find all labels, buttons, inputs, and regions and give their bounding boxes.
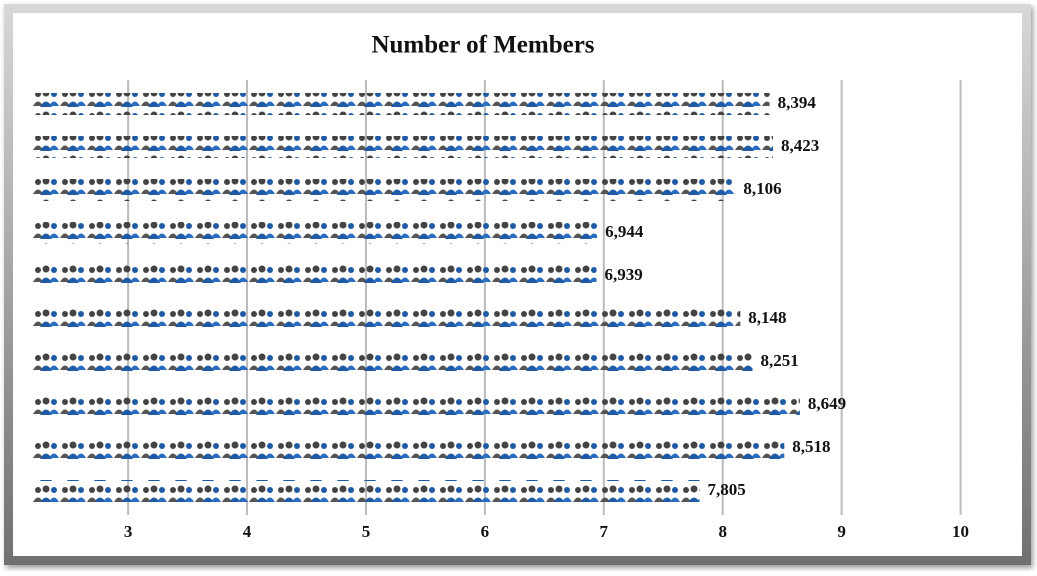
value-label: 8,649 <box>808 394 846 413</box>
value-label: 6,939 <box>605 265 643 284</box>
value-label: 6,944 <box>605 222 644 241</box>
value-label: 8,148 <box>748 308 786 327</box>
x-tick-label: 9 <box>837 522 846 541</box>
bar <box>33 394 800 416</box>
bar <box>33 437 785 459</box>
x-tick-label: 4 <box>243 522 252 541</box>
bar <box>33 265 597 287</box>
x-tick-label: 5 <box>362 522 371 541</box>
bar <box>33 308 741 330</box>
bar <box>33 222 598 244</box>
value-label: 8,251 <box>761 351 799 370</box>
bar <box>33 179 736 201</box>
chart-title: Number of Members <box>371 32 594 59</box>
bar <box>33 351 753 373</box>
value-label: 7,805 <box>708 480 746 499</box>
x-tick-label: 10 <box>952 522 969 541</box>
value-label: 8,394 <box>778 93 817 112</box>
bar <box>33 480 700 502</box>
x-tick-label: 7 <box>600 522 609 541</box>
value-label: 8,518 <box>792 437 830 456</box>
x-tick-label: 6 <box>481 522 490 541</box>
x-tick-label: 8 <box>718 522 727 541</box>
x-tick-label: 3 <box>124 522 133 541</box>
bar <box>33 93 770 115</box>
value-label: 8,106 <box>743 179 781 198</box>
bar <box>33 136 774 158</box>
value-label: 8,423 <box>781 136 819 155</box>
